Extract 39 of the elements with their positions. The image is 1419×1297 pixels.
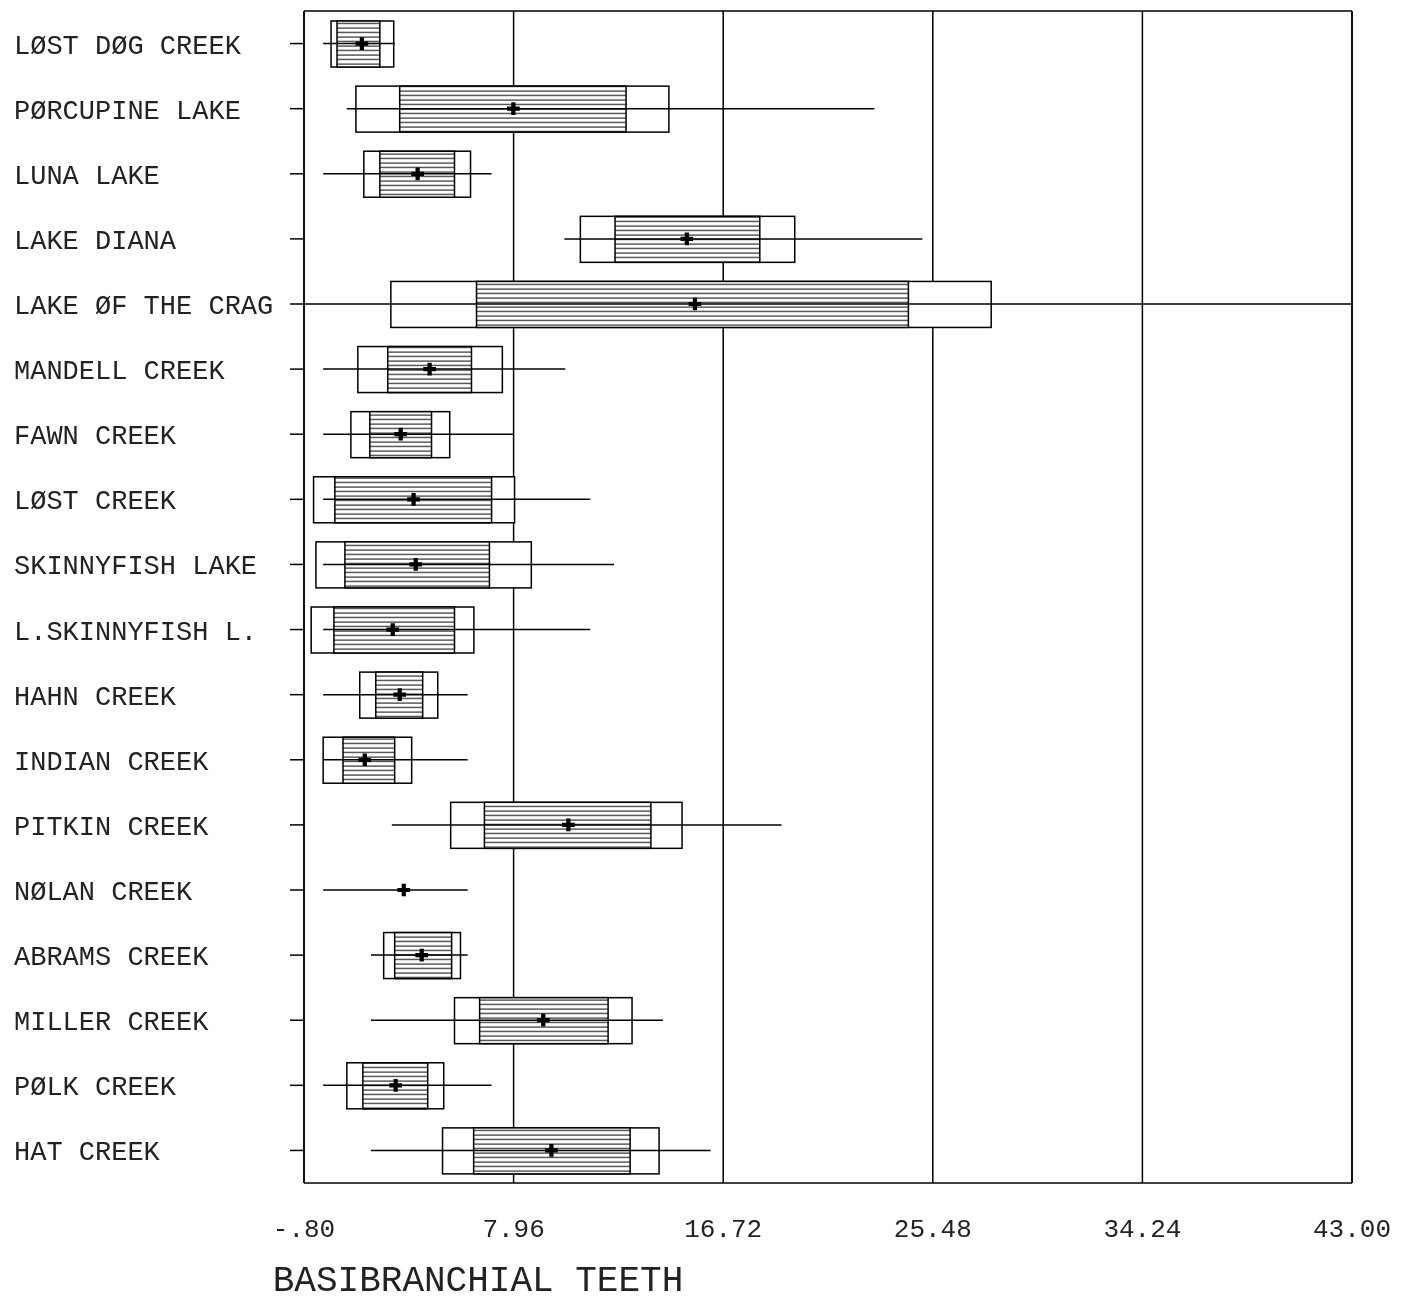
- y-tick-label: FAWN CREEK: [14, 422, 177, 453]
- point: [407, 492, 420, 506]
- point: [545, 1144, 558, 1157]
- point: [536, 1013, 550, 1027]
- y-tick-label: LAKE DIANA: [14, 226, 177, 257]
- point: [423, 362, 436, 376]
- x-tick-label: 16.72: [684, 1215, 763, 1246]
- x-tick-label: 34.24: [1103, 1215, 1182, 1246]
- y-tick-label: MILLER CREEK: [14, 1008, 210, 1039]
- point: [409, 558, 423, 571]
- y-tick-label: LØST CREEK: [14, 487, 177, 518]
- y-tick-label: PITKIN CREEK: [14, 812, 210, 843]
- point: [415, 948, 429, 962]
- x-tick-label: -.80: [272, 1215, 336, 1246]
- point: [680, 232, 694, 246]
- x-tick-label: 25.48: [893, 1215, 972, 1246]
- y-tick-label: PØLK CREEK: [14, 1073, 177, 1104]
- y-tick-label: L.SKINNYFISH L.: [14, 617, 258, 648]
- point: [507, 102, 520, 116]
- y-tick-label: NØLAN CREEK: [14, 878, 194, 908]
- y-tick-label: LAKE ØF THE CRAG: [14, 292, 274, 322]
- point: [411, 167, 425, 181]
- x-tick-label: 43.00: [1312, 1215, 1392, 1246]
- y-tick-label: ABRAMS CREEK: [14, 943, 210, 974]
- point: [562, 818, 575, 832]
- y-tick-label: LUNA LAKE: [14, 161, 160, 192]
- y-tick-label: PØRCUPINE LAKE: [14, 96, 241, 127]
- x-axis-title: BASIBRANCHIAL TEETH: [272, 1261, 684, 1297]
- point: [397, 883, 411, 897]
- y-tick-label: HAHN CREEK: [14, 682, 177, 713]
- point: [386, 623, 400, 636]
- point: [389, 1078, 402, 1092]
- y-tick-label: INDIAN CREEK: [14, 747, 210, 778]
- point: [394, 427, 408, 441]
- x-tick-label: 7.96: [482, 1215, 545, 1246]
- y-tick-label: LØST DØG CREEK: [14, 31, 242, 62]
- y-tick-label: MANDELL CREEK: [14, 357, 226, 388]
- y-tick-label: HAT CREEK: [14, 1138, 161, 1169]
- y-tick-label: SKINNYFISH LAKE: [14, 552, 258, 583]
